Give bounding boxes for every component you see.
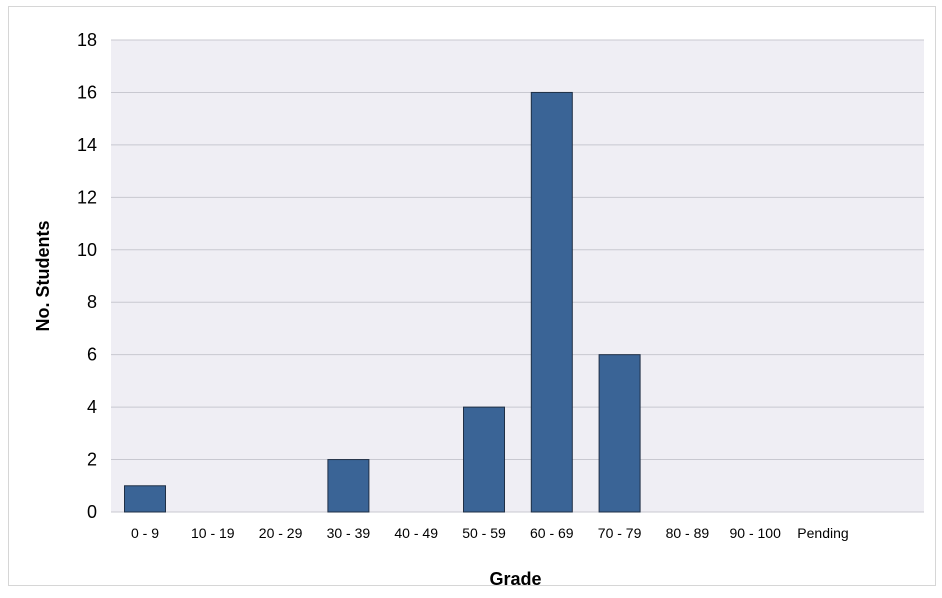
y-tick-label: 10 [77,240,97,260]
y-tick-label: 6 [87,345,97,365]
bar [327,459,370,513]
x-tick-label: 90 - 100 [730,525,782,541]
x-tick-label: 0 - 9 [131,525,159,541]
y-tick-label: 4 [87,397,97,417]
x-tick-label: 50 - 59 [462,525,506,541]
x-axis-title: Grade [489,569,541,589]
y-tick-label: 14 [77,135,97,155]
bars [124,91,641,513]
y-axis-title: No. Students [33,221,53,332]
x-tick-label: 70 - 79 [598,525,642,541]
y-axis-ticks: 0 2 4 6 8 10 12 14 16 18 [77,30,97,522]
x-tick-label: 20 - 29 [259,525,303,541]
y-tick-label: 12 [77,187,97,207]
x-tick-label: 10 - 19 [191,525,235,541]
bar [598,354,641,513]
y-tick-label: 16 [77,82,97,102]
x-tick-label: 40 - 49 [394,525,438,541]
plot-area [111,40,924,512]
bar [530,91,573,513]
chart-container: 0 2 4 6 8 10 12 14 16 18 0 - 9 10 - 19 20 - 29 30 - … [8,6,936,589]
y-tick-label: 8 [87,292,97,312]
x-tick-label: 80 - 89 [666,525,710,541]
bar [124,485,166,513]
y-tick-label: 0 [87,502,97,522]
bar [463,406,505,513]
x-axis-ticks: 0 - 9 10 - 19 20 - 29 30 - 39 40 - 49 50 - 59… [131,525,849,541]
gridlines [111,39,924,513]
y-tick-label: 18 [77,30,97,50]
y-tick-label: 2 [87,450,97,470]
x-tick-label: 30 - 39 [327,525,371,541]
x-tick-label: 60 - 69 [530,525,574,541]
x-tick-label: Pending [797,525,848,541]
bar-chart: 0 2 4 6 8 10 12 14 16 18 0 - 9 10 - 19 20 - 29 30 - … [33,30,924,589]
